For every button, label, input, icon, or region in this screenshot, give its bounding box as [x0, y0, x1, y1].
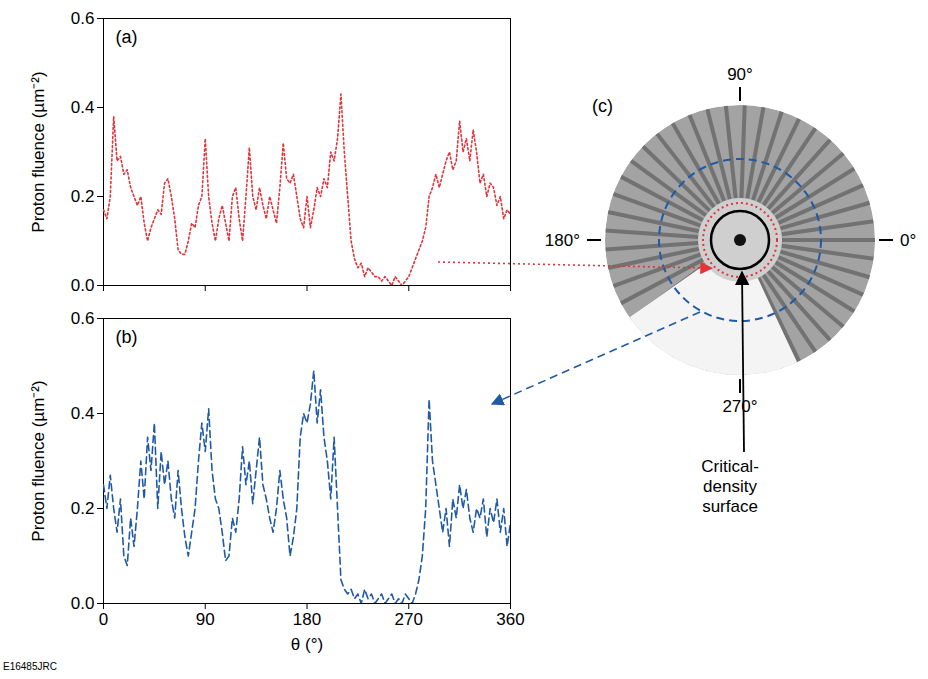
- svg-text:360: 360: [496, 610, 524, 629]
- svg-text:θ (°): θ (°): [291, 635, 323, 654]
- svg-text:90: 90: [196, 610, 215, 629]
- svg-text:0.0: 0.0: [71, 594, 95, 613]
- svg-text:(a): (a): [116, 27, 138, 47]
- svg-text:90°: 90°: [727, 65, 753, 84]
- svg-text:0.2: 0.2: [71, 499, 95, 518]
- svg-text:0: 0: [99, 610, 108, 629]
- svg-text:0.2: 0.2: [71, 187, 95, 206]
- svg-text:180: 180: [293, 610, 321, 629]
- svg-text:270: 270: [395, 610, 423, 629]
- svg-text:180°: 180°: [545, 231, 580, 250]
- svg-text:0.6: 0.6: [71, 309, 95, 328]
- svg-text:density: density: [703, 477, 757, 496]
- svg-text:0.4: 0.4: [71, 98, 95, 117]
- svg-text:surface: surface: [702, 497, 758, 516]
- svg-text:Proton fluence (µm⁻²): Proton fluence (µm⁻²): [29, 71, 48, 232]
- html-text:E16485JRC: E16485JRC: [3, 661, 57, 672]
- svg-text:0.6: 0.6: [71, 9, 95, 28]
- svg-text:0.4: 0.4: [71, 404, 95, 423]
- svg-text:0.0: 0.0: [71, 276, 95, 295]
- svg-text:(c): (c): [592, 96, 613, 116]
- svg-text:270°: 270°: [722, 397, 757, 416]
- svg-text:Proton fluence (µm⁻²): Proton fluence (µm⁻²): [29, 380, 48, 541]
- svg-text:(b): (b): [116, 327, 138, 347]
- svg-text:0°: 0°: [900, 231, 916, 250]
- svg-text:Critical-: Critical-: [701, 457, 759, 476]
